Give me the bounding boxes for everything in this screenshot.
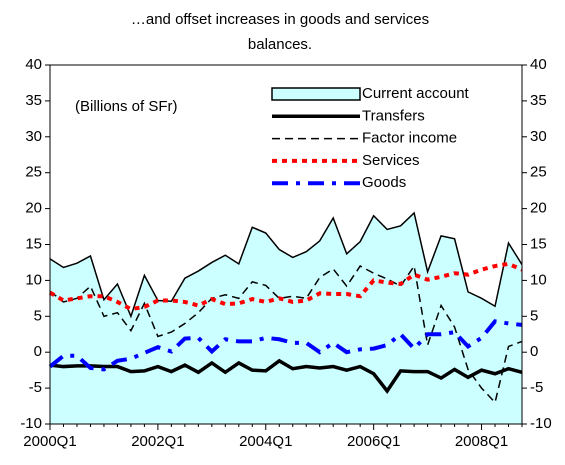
chart-title: balances. bbox=[248, 36, 312, 53]
x-tick-label: 2000Q1 bbox=[23, 433, 76, 450]
legend-label: Current account bbox=[362, 85, 470, 102]
y-tick-label: 0 bbox=[34, 343, 42, 360]
y2-tick-label: -5 bbox=[530, 379, 543, 396]
y2-tick-label: 10 bbox=[530, 271, 547, 288]
line bbox=[48, 261, 523, 312]
chart-title: …and offset increases in goods and servi… bbox=[131, 11, 429, 28]
y2-tick-label: 0 bbox=[530, 343, 538, 360]
y2-tick-label: 35 bbox=[530, 92, 547, 109]
y2-tick-label: 5 bbox=[530, 307, 538, 324]
x-tick-label: 2004Q1 bbox=[239, 433, 292, 450]
y-tick-label: 15 bbox=[25, 235, 42, 252]
legend-label: Goods bbox=[362, 174, 406, 191]
y2-tick-label: -10 bbox=[530, 415, 552, 432]
x-tick-label: 2008Q1 bbox=[455, 433, 508, 450]
y-tick-label: -10 bbox=[20, 415, 42, 432]
line bbox=[48, 319, 523, 372]
y-tick-label: 30 bbox=[25, 128, 42, 145]
y2-tick-label: 30 bbox=[530, 128, 547, 145]
area-outline bbox=[49, 211, 523, 319]
y2-tick-label: 15 bbox=[530, 235, 547, 252]
line bbox=[49, 264, 523, 404]
y-tick-label: 5 bbox=[34, 307, 42, 324]
y2-tick-label: 40 bbox=[530, 56, 547, 73]
y-tick-label: 20 bbox=[25, 200, 42, 217]
x-tick-label: 2006Q1 bbox=[347, 433, 400, 450]
y2-tick-label: 20 bbox=[530, 200, 547, 217]
line bbox=[49, 358, 523, 394]
y-tick-label: 10 bbox=[25, 271, 42, 288]
y-tick-label: 25 bbox=[25, 164, 42, 181]
legend-swatch bbox=[271, 87, 361, 101]
y-tick-label: 40 bbox=[25, 56, 42, 73]
y2-tick-label: 25 bbox=[530, 164, 547, 181]
legend-label: Services bbox=[362, 152, 420, 169]
y-tick-label: 35 bbox=[25, 92, 42, 109]
legend-label: Transfers bbox=[362, 107, 425, 124]
area bbox=[50, 212, 522, 424]
y-tick-label: -5 bbox=[29, 379, 42, 396]
x-tick-label: 2002Q1 bbox=[131, 433, 184, 450]
annotation: (Billions of SFr) bbox=[75, 98, 178, 115]
legend-label: Factor income bbox=[362, 130, 457, 147]
